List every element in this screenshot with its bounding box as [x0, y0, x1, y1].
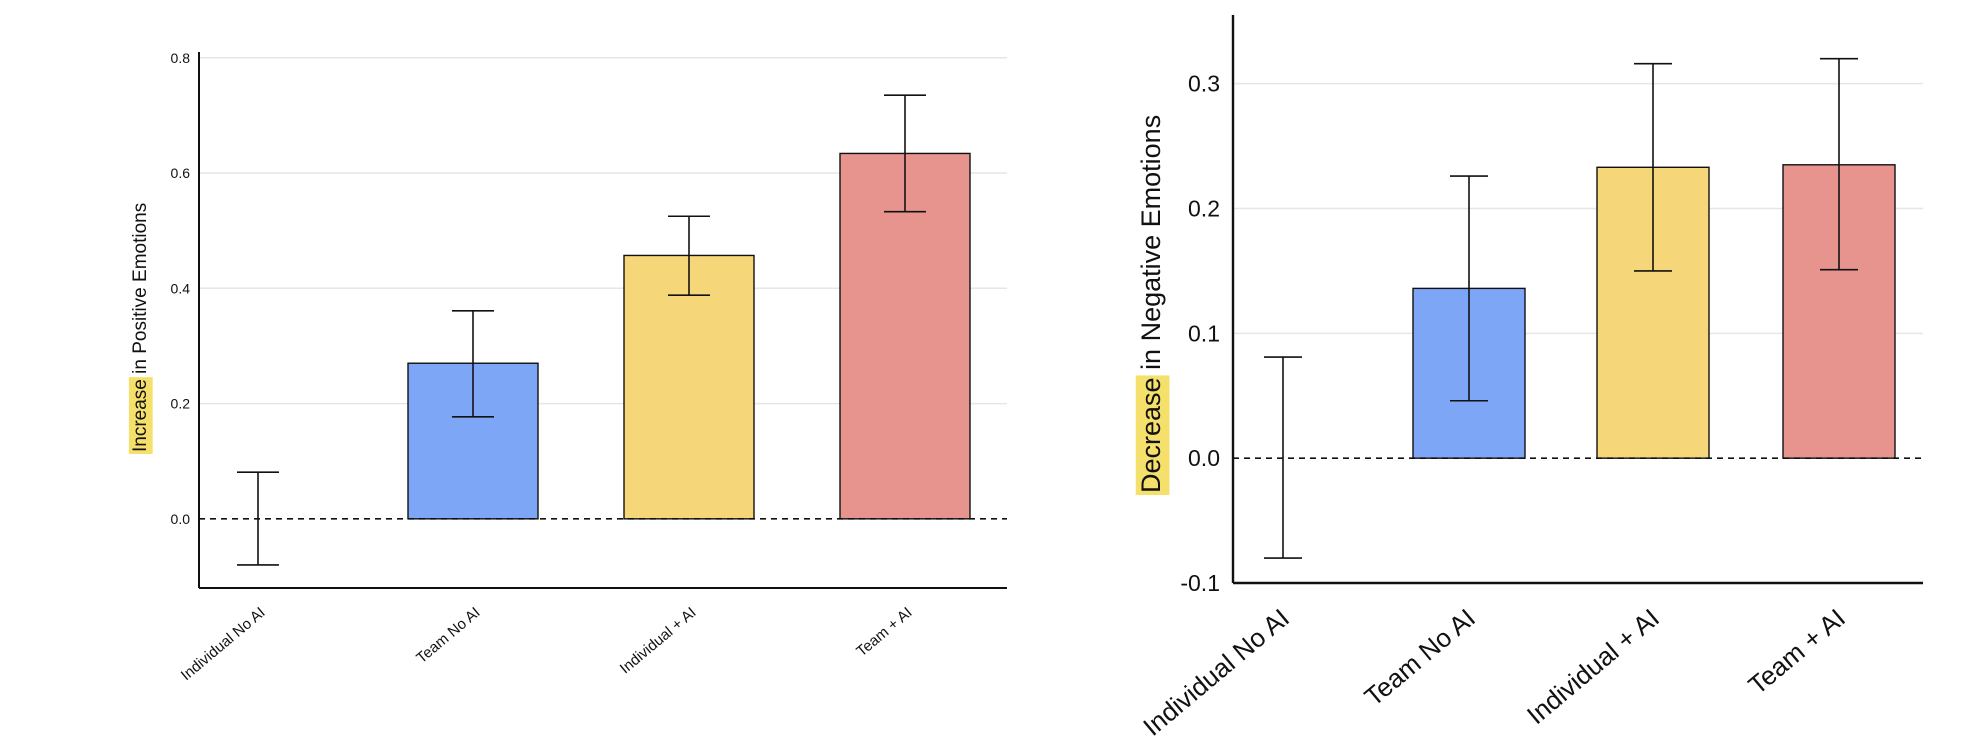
- y-tick-label: 0.8: [171, 50, 191, 66]
- y-tick-label: 0.1: [1188, 320, 1220, 346]
- y-tick-labels: 0.0 0.2 0.4 0.6 0.8: [171, 50, 191, 527]
- y-tick-label: 0.3: [1188, 71, 1220, 97]
- y-tick-label: 0.6: [171, 165, 191, 181]
- y-axis-label: Decrease in Negative Emotions: [1135, 115, 1170, 495]
- bar-team-ai: [839, 152, 971, 520]
- svg-text:Increase in Positive Emotions: Increase in Positive Emotions: [130, 203, 151, 452]
- x-tick-label: Team + AI: [853, 604, 915, 660]
- y-tick-label: -0.1: [1180, 570, 1220, 596]
- error-bar: [668, 215, 710, 297]
- chart-negative-emotions: -0.1 0.0 0.1 0.2 0.3 Individual No AI Team No…: [1135, 15, 1923, 742]
- x-tick-label: Team + AI: [1742, 603, 1850, 701]
- y-axis-label-rest-text: in Positive Emotions: [130, 203, 151, 379]
- error-bar: [1450, 175, 1488, 402]
- y-tick-label: 0.0: [1188, 445, 1220, 471]
- error-bar: [1820, 57, 1858, 271]
- error-bars: [237, 94, 926, 566]
- error-bar: [1634, 62, 1672, 272]
- y-tick-labels: -0.1 0.0 0.1 0.2 0.3: [1180, 71, 1220, 596]
- y-axis-label-highlight-text: Increase: [130, 379, 151, 452]
- y-tick-label: 0.0: [171, 511, 191, 527]
- y-tick-label: 0.2: [1188, 195, 1220, 221]
- bars: [407, 152, 971, 520]
- x-tick-label: Individual + AI: [1521, 603, 1665, 731]
- y-axis-label-highlight-text: Decrease: [1136, 377, 1166, 493]
- error-bars: [1264, 57, 1858, 559]
- y-tick-label: 0.4: [171, 280, 191, 296]
- y-axis-label: Increase in Positive Emotions: [128, 203, 153, 454]
- x-tick-label: Team No AI: [1359, 603, 1481, 712]
- x-tick-label: Individual + AI: [617, 604, 700, 677]
- x-tick-label: Team No AI: [413, 604, 483, 667]
- chart-positive-emotions: 0.0 0.2 0.4 0.6 0.8 Individual No AI Team No …: [128, 50, 1007, 684]
- y-axis-label-highlight: [128, 377, 153, 454]
- x-tick-labels: Individual No AI Team No AI Individual + A…: [178, 604, 916, 684]
- y-axis-label-highlight: [1135, 375, 1170, 495]
- svg-text:Decrease in Negative Emotions: Decrease in Negative Emotions: [1136, 115, 1166, 493]
- x-tick-labels: Individual No AI Team No AI Individual + A…: [1137, 603, 1851, 742]
- x-tick-label: Individual No AI: [178, 604, 269, 684]
- y-axis-label-rest-text: in Negative Emotions: [1136, 115, 1166, 378]
- x-tick-label: Individual No AI: [1137, 603, 1295, 742]
- y-tick-label: 0.2: [171, 396, 191, 412]
- error-bar: [452, 309, 494, 418]
- error-bar: [884, 94, 926, 213]
